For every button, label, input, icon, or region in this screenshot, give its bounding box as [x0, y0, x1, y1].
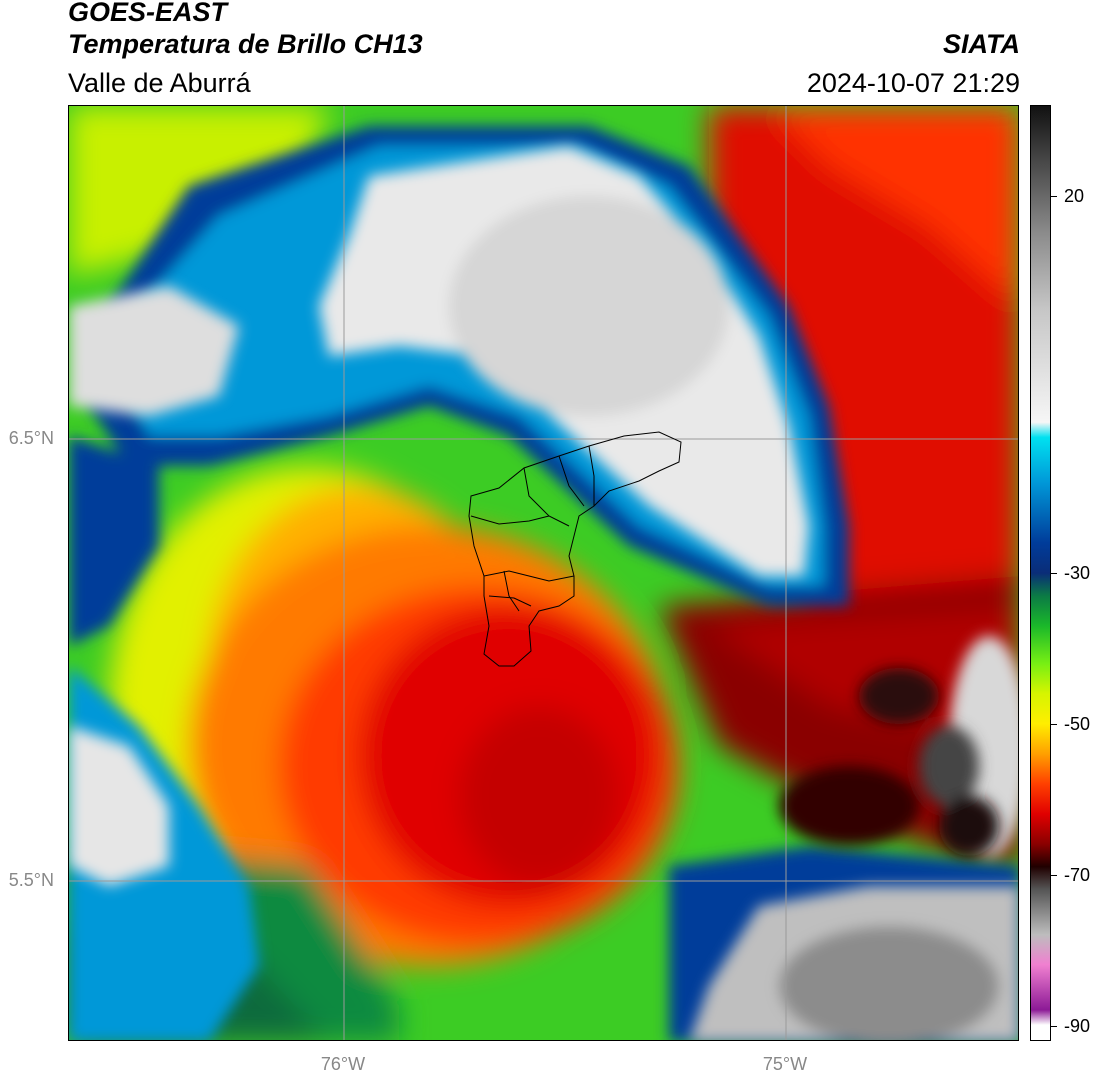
colorbar-tick-label: -50 [1064, 713, 1091, 734]
temperature-colorbar [1030, 105, 1051, 1041]
lon-label-75w: 75°W [762, 1054, 808, 1074]
colorbar-tick-label: -30 [1064, 563, 1091, 583]
satellite-title: GOES-EAST [68, 0, 228, 27]
organization-title: SIATA [943, 29, 1020, 59]
colorbar-tick-label: 20 [1064, 185, 1085, 206]
colorbar-tick-label: -90 [1064, 1015, 1091, 1036]
lat-label-6-5n: 6.5°N [8, 428, 54, 448]
overshooting-tops [779, 668, 999, 856]
colorbar-tick-mark [1051, 874, 1057, 876]
cloud-temperature-layers [69, 106, 1018, 1040]
lon-label-76w: 76°W [320, 1054, 366, 1074]
colorbar-tick-mark [1051, 723, 1057, 725]
clear-sky-areas [69, 146, 1018, 1040]
municipal-boundaries [468, 431, 682, 667]
colorbar-tick-mark [1051, 573, 1057, 574]
colorbar-tick-mark [1051, 1025, 1057, 1027]
datetime-subtitle: 2024-10-07 21:29 [806, 68, 1020, 98]
lat-label-5-5n: 5.5°N [8, 870, 54, 890]
region-subtitle: Valle de Aburrá [68, 68, 251, 98]
graticule [69, 106, 1018, 1040]
satellite-map[interactable] [68, 105, 1019, 1041]
colorbar-tick-mark [1051, 195, 1057, 197]
brightness-temperature-field [69, 106, 1018, 1040]
colorbar-tick-label: -70 [1064, 864, 1091, 885]
product-title: Temperatura de Brillo CH13 [68, 29, 423, 59]
